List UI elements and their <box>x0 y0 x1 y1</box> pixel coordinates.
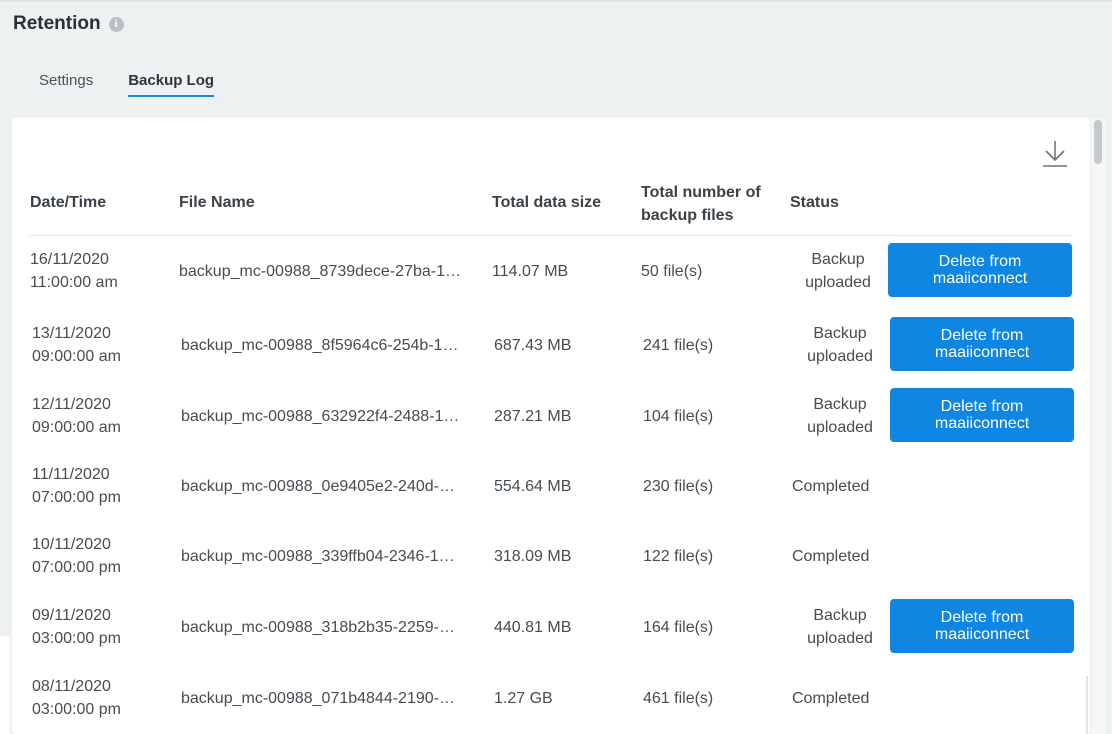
row-date: 08/11/2020 <box>32 678 111 695</box>
row-size: 687.43 MB <box>494 337 572 354</box>
column-header-count-line2: backup files <box>641 207 734 224</box>
row-status-line2: uploaded <box>807 348 873 365</box>
row-time: 07:00:00 pm <box>32 489 121 506</box>
row-size: 287.21 MB <box>494 408 572 425</box>
scrollbar-track[interactable] <box>1091 118 1105 734</box>
column-header-status[interactable]: Status <box>790 194 839 211</box>
table-row: 12/11/2020 09:00:00 am backup_mc-00988_6… <box>32 381 1090 451</box>
row-status: Completed <box>792 548 870 565</box>
row-datetime: 13/11/2020 09:00:00 am <box>32 322 121 368</box>
row-status-line1: Backup <box>811 251 865 268</box>
row-time: 09:00:00 am <box>32 419 121 436</box>
row-size: 318.09 MB <box>494 548 572 565</box>
row-size: 114.07 MB <box>492 263 569 280</box>
right-gutter <box>1086 676 1088 734</box>
row-status-line1: Backup <box>813 396 867 413</box>
table-row: 08/11/2020 03:00:00 pm backup_mc-00988_0… <box>32 663 1090 733</box>
page-header: Retention i <box>13 13 124 35</box>
row-time: 03:00:00 pm <box>32 701 121 718</box>
download-icon[interactable] <box>1041 139 1069 169</box>
row-filename: backup_mc-00988_071b4844-2190-… <box>181 690 455 707</box>
row-size: 440.81 MB <box>494 619 572 636</box>
backup-log-panel: Date/Time File Name Total data size Tota… <box>12 118 1090 734</box>
row-datetime: 11/11/2020 07:00:00 pm <box>32 463 121 509</box>
row-status-line1: Backup <box>813 607 867 624</box>
column-header-size[interactable]: Total data size <box>492 194 602 211</box>
row-filename: backup_mc-00988_339ffb04-2346-1… <box>181 548 455 565</box>
tab-backup-log[interactable]: Backup Log <box>128 72 215 97</box>
table-row: 11/11/2020 07:00:00 pm backup_mc-00988_0… <box>32 451 1090 521</box>
row-status: Completed <box>792 478 870 495</box>
table-row: 09/11/2020 03:00:00 pm backup_mc-00988_3… <box>32 592 1090 662</box>
row-status: Backup uploaded <box>785 322 895 368</box>
row-filename: backup_mc-00988_632922f4-2488-1… <box>181 408 460 425</box>
column-header-datetime[interactable]: Date/Time <box>30 194 107 211</box>
tab-settings[interactable]: Settings <box>39 72 94 89</box>
row-status-line2: uploaded <box>807 630 873 647</box>
page-title: Retention <box>13 13 101 34</box>
row-count: 122 file(s) <box>643 548 714 565</box>
left-gutter <box>0 636 10 734</box>
tab-bar: Settings Backup Log <box>39 72 249 97</box>
row-datetime: 10/11/2020 07:00:00 pm <box>32 533 121 579</box>
row-count: 50 file(s) <box>641 263 703 280</box>
row-filename: backup_mc-00988_8739dece-27ba-1… <box>179 263 461 280</box>
row-date: 11/11/2020 <box>32 466 110 483</box>
row-status-line2: uploaded <box>807 419 873 436</box>
row-status-line1: Backup <box>813 325 867 342</box>
table-row: 16/11/2020 11:00:00 am backup_mc-00988_8… <box>30 236 1090 306</box>
row-filename: backup_mc-00988_8f5964c6-254b-1… <box>181 337 459 354</box>
delete-from-maaiiconnect-button[interactable]: Delete from maaiiconnect <box>890 317 1074 371</box>
delete-from-maaiiconnect-button[interactable]: Delete from maaiiconnect <box>890 599 1074 653</box>
row-filename: backup_mc-00988_318b2b35-2259-… <box>181 619 455 636</box>
row-time: 11:00:00 am <box>30 274 118 291</box>
row-time: 09:00:00 am <box>32 348 121 365</box>
row-date: 16/11/2020 <box>30 251 109 268</box>
row-datetime: 16/11/2020 11:00:00 am <box>30 248 118 294</box>
row-date: 10/11/2020 <box>32 536 111 553</box>
row-count: 461 file(s) <box>643 690 714 707</box>
row-time: 07:00:00 pm <box>32 559 121 576</box>
delete-from-maaiiconnect-button[interactable]: Delete from maaiiconnect <box>888 243 1072 297</box>
row-datetime: 08/11/2020 03:00:00 pm <box>32 675 121 721</box>
row-status: Completed <box>792 690 870 707</box>
row-size: 1.27 GB <box>494 690 553 707</box>
delete-from-maaiiconnect-button[interactable]: Delete from maaiiconnect <box>890 388 1074 442</box>
row-datetime: 09/11/2020 03:00:00 pm <box>32 604 121 650</box>
row-count: 241 file(s) <box>643 337 714 354</box>
table-row: 10/11/2020 07:00:00 pm backup_mc-00988_3… <box>32 521 1090 591</box>
row-status: Backup uploaded <box>783 248 893 294</box>
row-filename: backup_mc-00988_0e9405e2-240d-… <box>181 478 455 495</box>
row-count: 104 file(s) <box>643 408 714 425</box>
row-count: 230 file(s) <box>643 478 714 495</box>
row-date: 12/11/2020 <box>32 396 111 413</box>
row-status: Backup uploaded <box>785 604 895 650</box>
column-header-filename[interactable]: File Name <box>179 194 255 211</box>
row-datetime: 12/11/2020 09:00:00 am <box>32 393 121 439</box>
table-header: Date/Time File Name Total data size Tota… <box>30 181 1072 236</box>
row-time: 03:00:00 pm <box>32 630 121 647</box>
row-size: 554.64 MB <box>494 478 572 495</box>
column-header-count-line1: Total number of <box>641 184 761 201</box>
info-icon[interactable]: i <box>108 16 124 32</box>
row-date: 09/11/2020 <box>32 607 111 624</box>
column-header-count[interactable]: Total number of backup files <box>641 181 761 227</box>
row-status-line2: uploaded <box>805 274 871 291</box>
table-row: 13/11/2020 09:00:00 am backup_mc-00988_8… <box>32 310 1090 380</box>
row-status: Backup uploaded <box>785 393 895 439</box>
top-divider <box>0 0 1112 2</box>
scrollbar-thumb[interactable] <box>1094 120 1102 164</box>
row-date: 13/11/2020 <box>32 325 111 342</box>
row-count: 164 file(s) <box>643 619 714 636</box>
